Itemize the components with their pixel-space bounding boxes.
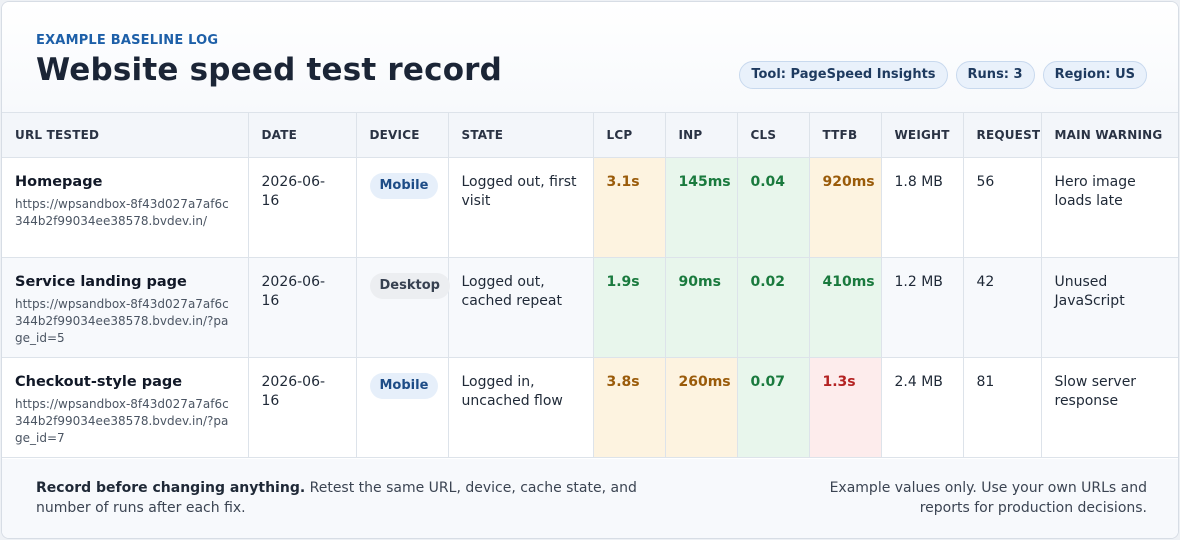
device-badge: Mobile xyxy=(369,373,439,399)
lcp-cell: 3.8s xyxy=(593,357,666,458)
requests-cell: 56 xyxy=(963,157,1042,258)
warning-cell: Hero image loads late xyxy=(1041,157,1178,258)
url-cell: Homepage https://wpsandbox-8f43d027a7af6… xyxy=(2,157,249,258)
region-pill: Region: US xyxy=(1042,61,1147,89)
footer-note-bold: Record before changing anything. xyxy=(36,480,306,496)
column-header-url: URL TESTED xyxy=(2,113,249,158)
device-cell: Mobile xyxy=(356,157,449,258)
meta-pills: Tool: PageSpeed Insights Runs: 3 Region:… xyxy=(739,61,1147,89)
state-cell: Logged in, uncached flow xyxy=(448,357,594,458)
lcp-cell: 3.1s xyxy=(593,157,666,258)
page-url: https://wpsandbox-8f43d027a7af6c344b2f99… xyxy=(15,197,229,228)
warning-cell: Slow server response xyxy=(1041,357,1178,458)
column-header-requests: REQUESTS xyxy=(963,113,1042,158)
date-cell: 2026-06-16 xyxy=(248,357,357,458)
footer-note-text: Retest the same URL, device, cache state… xyxy=(36,480,637,516)
device-cell: Mobile xyxy=(356,357,449,458)
column-header-cls: CLS xyxy=(737,113,810,158)
device-badge: Mobile xyxy=(369,173,439,199)
table-row: Homepage https://wpsandbox-8f43d027a7af6… xyxy=(2,157,1178,258)
footer-disclaimer: Example values only. Use your own URLs a… xyxy=(829,480,1147,516)
page-name: Checkout-style page xyxy=(15,374,183,390)
card-header: EXAMPLE BASELINE LOG Website speed test … xyxy=(2,2,1178,113)
date-cell: 2026-06-16 xyxy=(248,157,357,258)
cls-cell: 0.02 xyxy=(737,257,810,358)
lcp-cell: 1.9s xyxy=(593,257,666,358)
device-badge: Desktop xyxy=(369,273,450,299)
tool-pill: Tool: PageSpeed Insights xyxy=(739,61,948,89)
requests-cell: 81 xyxy=(963,357,1042,458)
page-name: Service landing page xyxy=(15,274,187,290)
results-table: URL TESTED DATE DEVICE STATE LCP INP CLS… xyxy=(2,113,1178,458)
page-url: https://wpsandbox-8f43d027a7af6c344b2f99… xyxy=(15,297,229,345)
ttfb-cell: 410ms xyxy=(809,257,882,358)
cls-cell: 0.04 xyxy=(737,157,810,258)
column-header-ttfb: TTFB xyxy=(809,113,882,158)
state-cell: Logged out, cached repeat xyxy=(448,257,594,358)
page-url: https://wpsandbox-8f43d027a7af6c344b2f99… xyxy=(15,397,229,445)
page-name: Homepage xyxy=(15,174,103,190)
ttfb-cell: 920ms xyxy=(809,157,882,258)
eyebrow-label: EXAMPLE BASELINE LOG xyxy=(36,33,219,48)
date-cell: 2026-06-16 xyxy=(248,257,357,358)
inp-cell: 145ms xyxy=(665,157,738,258)
column-header-state: STATE xyxy=(448,113,594,158)
column-header-warning: MAIN WARNING xyxy=(1041,113,1178,158)
weight-cell: 1.8 MB xyxy=(881,157,964,258)
runs-pill: Runs: 3 xyxy=(955,61,1035,89)
card-footer: Record before changing anything. Retest … xyxy=(2,459,1178,538)
inp-cell: 260ms xyxy=(665,357,738,458)
warning-cell: Unused JavaScript xyxy=(1041,257,1178,358)
table-header-row: URL TESTED DATE DEVICE STATE LCP INP CLS… xyxy=(2,113,1178,158)
weight-cell: 1.2 MB xyxy=(881,257,964,358)
url-cell: Service landing page https://wpsandbox-8… xyxy=(2,257,249,358)
requests-cell: 42 xyxy=(963,257,1042,358)
inp-cell: 90ms xyxy=(665,257,738,358)
column-header-date: DATE xyxy=(248,113,357,158)
table-row: Checkout-style page https://wpsandbox-8f… xyxy=(2,357,1178,458)
column-header-device: DEVICE xyxy=(356,113,449,158)
cls-cell: 0.07 xyxy=(737,357,810,458)
state-cell: Logged out, first visit xyxy=(448,157,594,258)
device-cell: Desktop xyxy=(356,257,450,358)
column-header-weight: WEIGHT xyxy=(881,113,964,158)
url-cell: Checkout-style page https://wpsandbox-8f… xyxy=(2,357,249,458)
weight-cell: 2.4 MB xyxy=(881,357,964,458)
table-row: Service landing page https://wpsandbox-8… xyxy=(2,257,1178,358)
ttfb-cell: 1.3s xyxy=(809,357,882,458)
footer-note: Record before changing anything. Retest … xyxy=(36,478,656,518)
column-header-inp: INP xyxy=(665,113,738,158)
page-title: Website speed test record xyxy=(36,52,503,88)
column-header-lcp: LCP xyxy=(593,113,666,158)
